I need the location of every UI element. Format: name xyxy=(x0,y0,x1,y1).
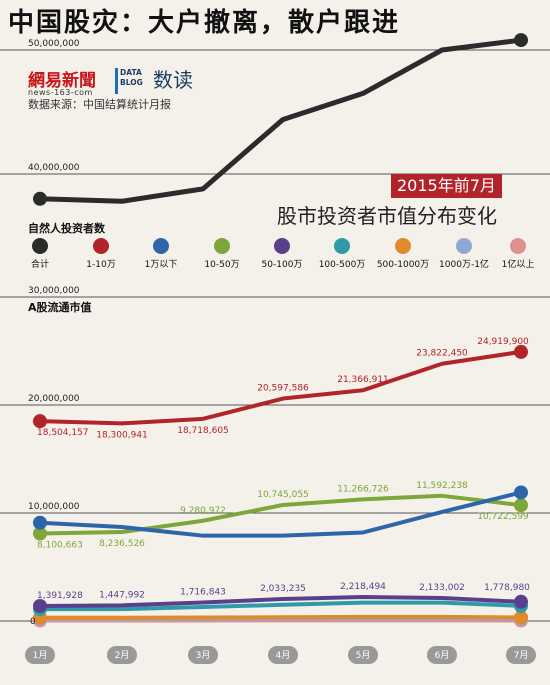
brand-name: 網易新聞 xyxy=(28,71,96,91)
legend-item-label: 1-10万 xyxy=(86,260,116,270)
data-label: 11,266,726 xyxy=(337,484,389,494)
legend-marker xyxy=(214,238,230,254)
legend-title: 自然人投资者数 xyxy=(28,222,105,235)
data-label: 1,778,980 xyxy=(484,583,530,593)
point-total xyxy=(33,191,47,206)
point-layer xyxy=(33,33,528,628)
legend-item-label: 1000万-1亿 xyxy=(439,260,489,270)
point-total xyxy=(514,33,528,48)
data-label: 20,597,586 xyxy=(257,384,309,394)
bottom-chart-title: A股流通市值 xyxy=(28,301,92,314)
data-label: 18,504,157 xyxy=(37,428,89,438)
data-label: 8,236,526 xyxy=(99,539,145,549)
bottom-y-tick: 10,000,000 xyxy=(28,502,80,512)
x-tick-label: 3月 xyxy=(196,650,211,661)
series-point xyxy=(514,610,528,625)
series-point xyxy=(514,594,528,609)
label-layer: 40,000,000 50,000,000 0 10,000,000 20,000,00… xyxy=(28,39,530,627)
legend-marker xyxy=(456,238,472,254)
series-point xyxy=(514,498,528,513)
data-label: 24,919,900 xyxy=(477,337,529,347)
legend-marker xyxy=(510,238,526,254)
x-tick-pill xyxy=(188,646,218,664)
legend-marker xyxy=(334,238,350,254)
datablog-logo: DATA BLOG xyxy=(115,68,154,94)
period-badge: 2015年前7月 xyxy=(391,174,502,198)
data-label: 1,716,843 xyxy=(180,587,226,597)
brand-logo: 網易新聞 news-163-com xyxy=(28,66,96,97)
line-layer xyxy=(39,37,522,623)
headline: 中国股灾：大户撤离，散户跟进 xyxy=(8,8,401,38)
data-label: 1,391,928 xyxy=(37,591,83,601)
series-point xyxy=(33,515,47,530)
x-tick-label: 6月 xyxy=(435,650,450,661)
series-point xyxy=(514,485,528,500)
data-label: 10,722,599 xyxy=(477,512,529,522)
legend-marker xyxy=(395,238,411,254)
series-point xyxy=(33,526,47,541)
data-label: 9,280,972 xyxy=(180,506,226,516)
data-label: 23,822,450 xyxy=(416,349,468,359)
legend-item-label: 1万以下 xyxy=(144,260,178,270)
x-tick-label: 2月 xyxy=(115,650,130,661)
chart-subtitle: 股市投资者市值分布变化 xyxy=(277,204,497,228)
data-label: 2,033,235 xyxy=(260,584,306,594)
x-tick-pill xyxy=(506,646,536,664)
series-line-total xyxy=(39,37,522,204)
data-label: 2,133,002 xyxy=(419,583,465,593)
brand-url: news-163-com xyxy=(28,88,93,97)
x-tick-label: 4月 xyxy=(276,650,291,661)
series-line xyxy=(39,595,522,608)
x-tick-pill xyxy=(25,646,55,664)
series-point xyxy=(33,598,47,613)
data-label: 1,447,992 xyxy=(99,590,145,600)
legend-marker xyxy=(274,238,290,254)
legend-item-label: 10-50万 xyxy=(204,260,240,270)
series-line xyxy=(40,614,522,620)
legend-item-label: 1亿以上 xyxy=(501,260,535,270)
data-label: 18,300,941 xyxy=(96,430,148,440)
legend-marker xyxy=(32,238,48,254)
legend-item-label: 合计 xyxy=(30,260,49,270)
x-tick-label: 5月 xyxy=(356,650,371,661)
legend-marker xyxy=(153,238,169,254)
data-label: 8,100,663 xyxy=(37,541,83,551)
x-tick-pill xyxy=(427,646,457,664)
x-tick-label: 7月 xyxy=(514,650,529,661)
series-line xyxy=(39,493,522,536)
series-line xyxy=(39,349,522,426)
series-point xyxy=(514,344,528,359)
x-tick-pill xyxy=(348,646,378,664)
legend-item-label: 500-1000万 xyxy=(376,260,430,270)
series-line xyxy=(40,600,522,612)
datablog-name: 数读 xyxy=(153,68,193,92)
data-label: 18,718,605 xyxy=(177,426,229,436)
bottom-y-tick: 0 xyxy=(30,617,36,627)
x-axis-layer: 1月 2月 3月 4月 5月 6月 7月 xyxy=(25,646,536,664)
data-label: 21,366,911 xyxy=(337,375,389,385)
legend-item-label: 100-500万 xyxy=(318,260,366,270)
x-tick-label: 1月 xyxy=(33,650,48,661)
legend-item-label: 50-100万 xyxy=(261,260,303,270)
legend-marker xyxy=(93,238,109,254)
x-tick-pill xyxy=(268,646,298,664)
series-point xyxy=(33,414,47,429)
top-y-tick: 50,000,000 xyxy=(28,39,80,49)
data-label: 11,592,238 xyxy=(416,481,468,491)
series-line xyxy=(39,490,522,538)
data-label: 2,218,494 xyxy=(340,582,386,592)
legend-markers xyxy=(32,238,526,254)
data-label: 10,745,055 xyxy=(257,490,309,500)
data-source: 数据来源：中国结算统计月报 xyxy=(28,98,171,111)
top-y-tick: 40,000,000 xyxy=(28,163,80,173)
bottom-y-tick: 30,000,000 xyxy=(28,286,80,296)
bottom-y-tick: 20,000,000 xyxy=(28,394,80,404)
x-tick-pill xyxy=(107,646,137,664)
